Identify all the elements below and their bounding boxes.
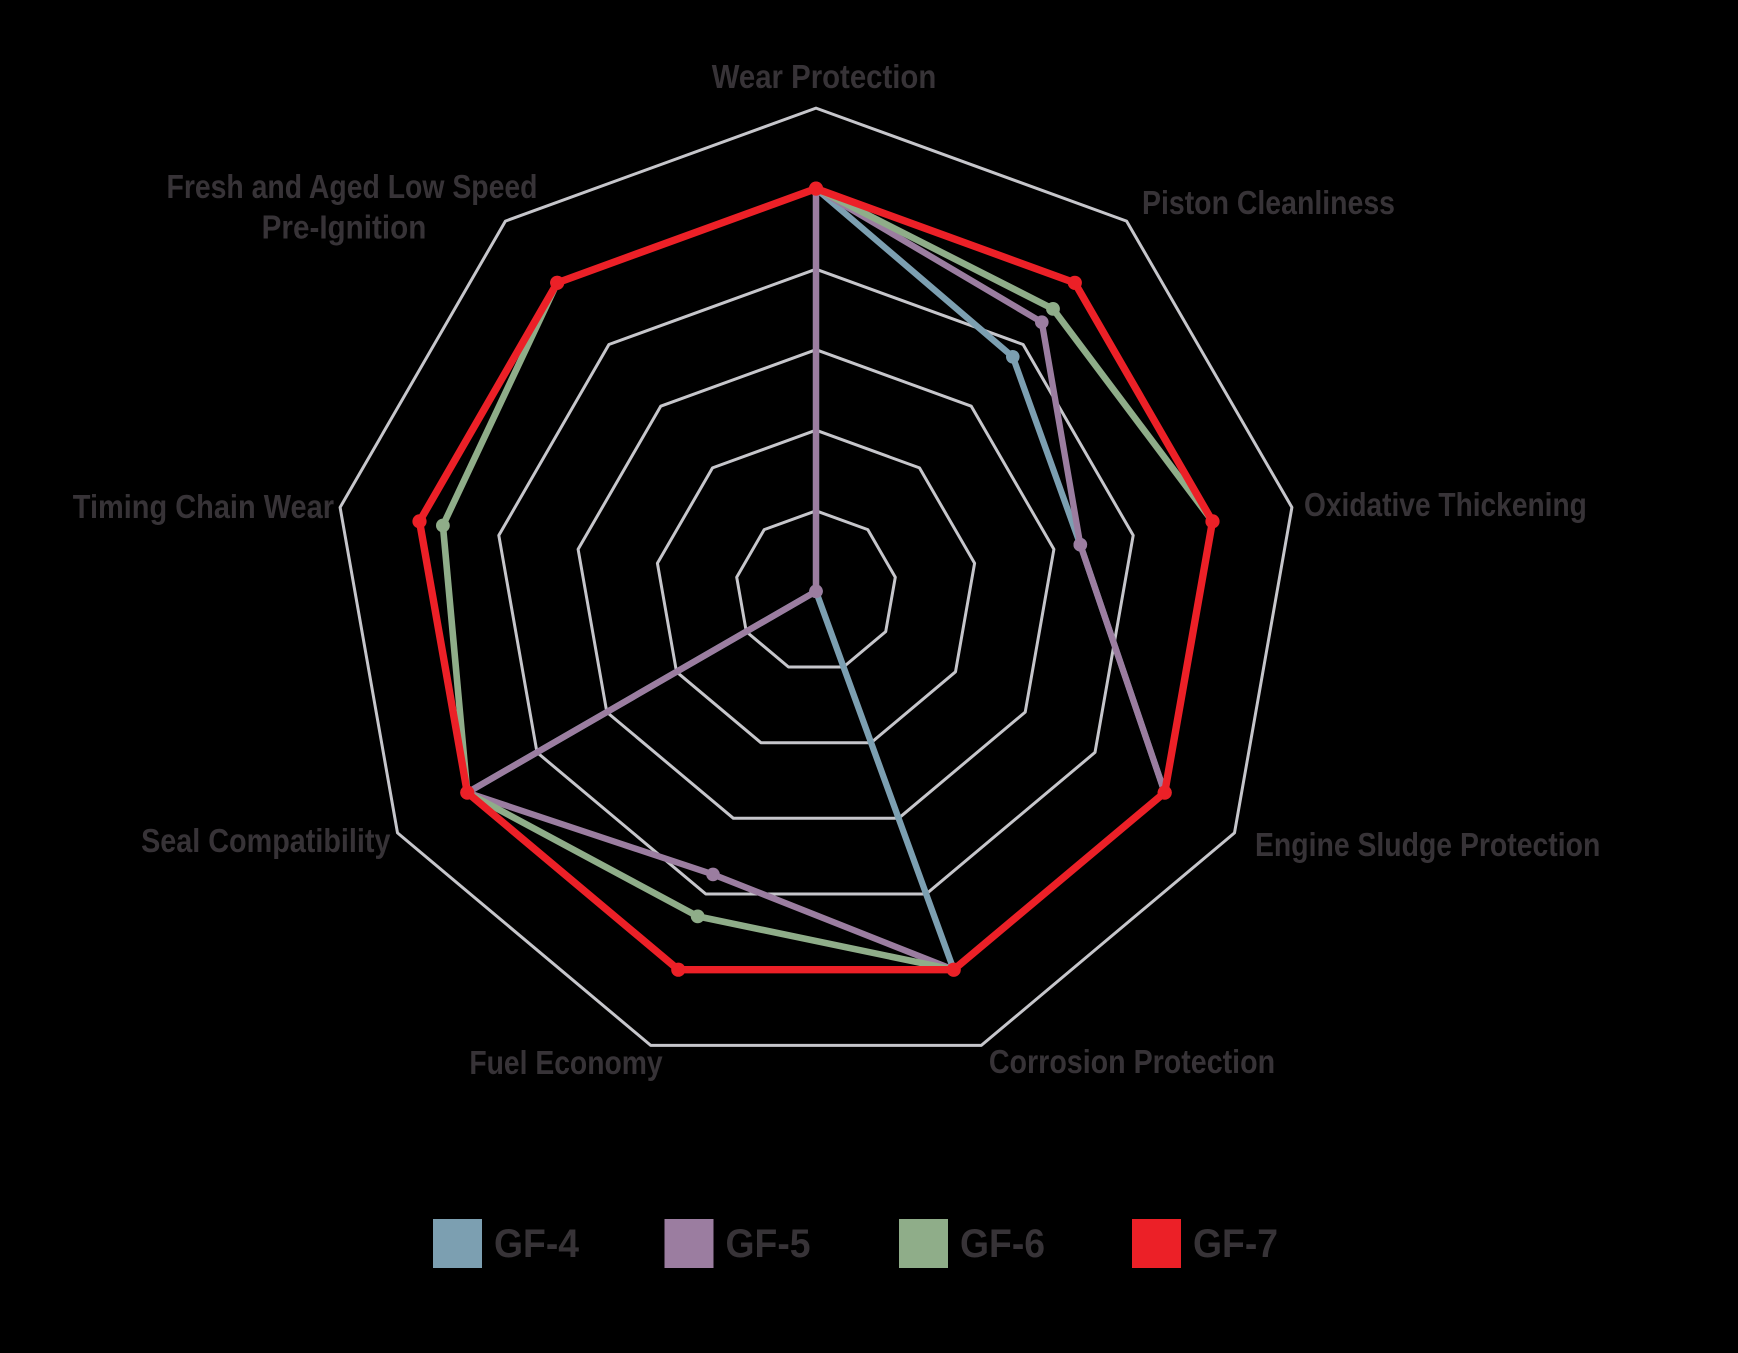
svg-text:Oxidative Thickening: Oxidative Thickening [1304,487,1587,524]
svg-text:Corrosion Protection: Corrosion Protection [989,1044,1275,1081]
svg-text:GF-4: GF-4 [494,1222,580,1266]
svg-text:Engine Sludge Protection: Engine Sludge Protection [1255,827,1600,864]
svg-text:Wear Protection: Wear Protection [712,59,937,96]
svg-text:GF-7: GF-7 [1193,1222,1278,1266]
svg-text:Timing Chain Wear: Timing Chain Wear [73,489,334,526]
svg-text:Pre-Ignition: Pre-Ignition [262,210,427,247]
svg-text:GF-5: GF-5 [726,1222,811,1266]
svg-text:Seal Compatibility: Seal Compatibility [141,823,391,860]
svg-text:Fresh and Aged Low Speed: Fresh and Aged Low Speed [167,169,538,206]
svg-text:Piston Cleanliness: Piston Cleanliness [1142,185,1395,222]
svg-text:GF-6: GF-6 [960,1222,1045,1266]
svg-text:Fuel Economy: Fuel Economy [469,1045,663,1082]
